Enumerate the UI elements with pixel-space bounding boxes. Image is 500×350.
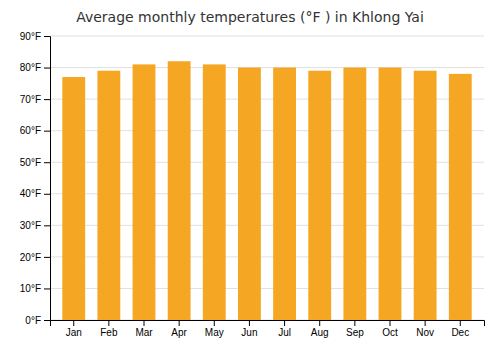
y-tick-mark	[44, 194, 50, 195]
bar	[343, 68, 366, 320]
x-tick: Feb	[100, 320, 118, 338]
bar	[273, 68, 296, 320]
x-tick-mark	[214, 320, 215, 326]
y-tick-mark	[44, 131, 50, 132]
x-tick-label: Aug	[311, 327, 329, 338]
bar	[133, 64, 156, 320]
x-tick-label: Feb	[100, 327, 118, 338]
y-tick-mark	[44, 225, 50, 226]
x-tick: Jan	[66, 320, 82, 338]
x-tick: Jul	[278, 320, 291, 338]
y-tick-mark	[44, 320, 50, 321]
x-tick-mark	[354, 320, 355, 326]
bar	[379, 68, 402, 320]
y-tick-label: 60°F	[20, 125, 41, 136]
bar	[97, 71, 120, 320]
title: Average monthly temperatures (°F ) in Kh…	[76, 9, 424, 25]
bar	[203, 64, 226, 320]
bar	[168, 61, 191, 320]
x-tick-mark	[108, 320, 109, 326]
bar	[414, 71, 437, 320]
y-tick-label: 0°F	[25, 315, 41, 326]
bar	[62, 77, 85, 320]
y-tick: 30°F	[20, 220, 50, 231]
x-tick-label: Jun	[241, 327, 257, 338]
y-tick-mark	[44, 68, 50, 69]
y-tick-label: 20°F	[20, 252, 41, 263]
y-tick-label: 50°F	[20, 157, 41, 168]
y-tick-label: 30°F	[20, 220, 41, 231]
y-tick: 90°F	[20, 31, 50, 42]
x-tick-label: Mar	[135, 327, 153, 338]
grid	[50, 36, 484, 320]
x-tick-label: May	[205, 327, 224, 338]
bar	[449, 74, 472, 320]
chart: Jan Feb Mar Apr May Jun Jul Aug Sep Oct Nov Dec 0°F 1…	[0, 0, 500, 350]
bar	[238, 68, 261, 320]
x-tick: Jun	[241, 320, 257, 338]
x-tick-mark	[389, 320, 390, 326]
x-tick-mark	[319, 320, 320, 326]
x-tick: Nov	[416, 320, 434, 338]
y-tick-label: 10°F	[20, 283, 41, 294]
y-tick: 0°F	[25, 315, 50, 326]
y-axis-line	[44, 37, 51, 321]
y-tick: 70°F	[20, 94, 50, 105]
x-tick-mark	[179, 320, 180, 326]
x-tick-label: Apr	[171, 327, 187, 338]
x-tick-label: Jul	[278, 327, 291, 338]
y-tick-mark	[44, 257, 50, 258]
x-tick-label: Nov	[416, 327, 434, 338]
y-tick-label: 70°F	[20, 94, 41, 105]
y-tick: 40°F	[20, 188, 50, 199]
y-tick-label: 90°F	[20, 31, 41, 42]
grid-line	[50, 67, 484, 68]
grid-line	[50, 36, 484, 37]
x-tick: Sep	[346, 320, 364, 338]
x-tick-mark	[249, 320, 250, 326]
x-tick-mark	[284, 320, 285, 326]
y-tick-mark	[44, 288, 50, 289]
y-tick-mark	[44, 162, 50, 163]
x-tick: Apr	[171, 320, 187, 338]
x-axis: Jan Feb Mar Apr May Jun Jul Aug Sep Oct Nov Dec	[51, 320, 485, 338]
x-tick-label: Dec	[451, 327, 469, 338]
x-tick: Oct	[382, 320, 398, 338]
y-tick: 10°F	[20, 283, 50, 294]
x-tick-mark	[425, 320, 426, 326]
x-tick: Aug	[311, 320, 329, 338]
y-tick-mark	[44, 99, 50, 100]
x-tick-mark	[460, 320, 461, 326]
bar	[308, 71, 331, 320]
x-tick-mark	[144, 320, 145, 326]
y-tick-label: 40°F	[20, 188, 41, 199]
x-tick: Mar	[135, 320, 153, 338]
y-tick: 50°F	[20, 157, 50, 168]
x-tick-label: Oct	[382, 327, 398, 338]
y-axis: 0°F 10°F 20°F 30°F 40°F 50°F 60°F 70°F 80°F 90°F	[20, 31, 51, 326]
x-tick-label: Sep	[346, 327, 364, 338]
y-tick: 80°F	[20, 62, 50, 73]
y-tick: 60°F	[20, 125, 50, 136]
x-tick-label: Jan	[66, 327, 82, 338]
x-tick-mark	[73, 320, 74, 326]
bars	[62, 61, 471, 320]
y-tick-label: 80°F	[20, 62, 41, 73]
x-tick: Dec	[451, 320, 469, 338]
x-tick: May	[205, 320, 224, 338]
y-tick-mark	[44, 36, 50, 37]
y-tick: 20°F	[20, 252, 50, 263]
x-axis-line	[51, 321, 485, 327]
plot: Jan Feb Mar Apr May Jun Jul Aug Sep Oct Nov Dec 0°F 1…	[20, 31, 485, 338]
